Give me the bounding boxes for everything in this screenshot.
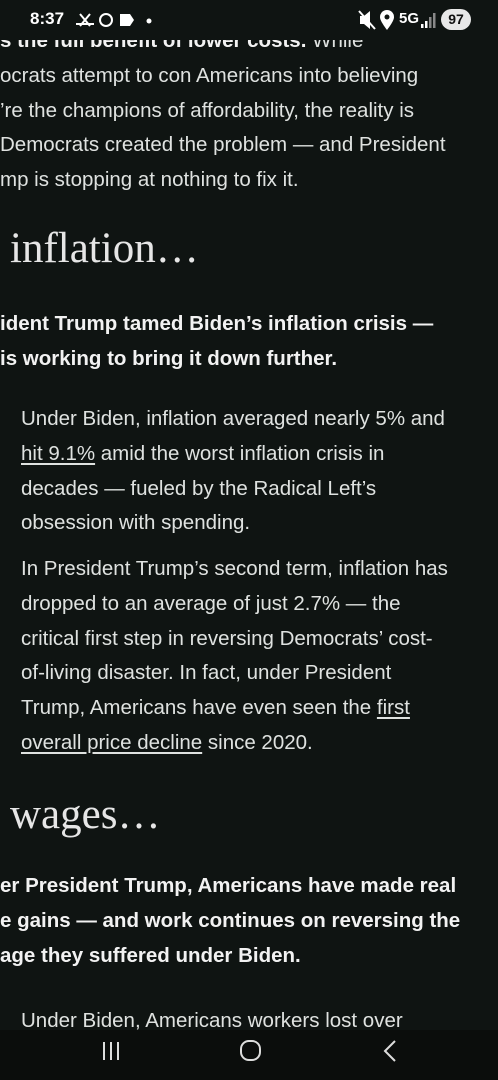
navigation-bar	[0, 1030, 498, 1080]
text-line: mp is stopping at nothing to fix it.	[0, 168, 299, 192]
text-line: e gains — and work continues on reversin…	[0, 908, 461, 932]
network-type: 5G	[399, 10, 420, 27]
text-line: er President Trump, Americans have made …	[0, 874, 457, 897]
text-line: age they suffered under Biden.	[0, 943, 301, 967]
text-line: critical first step in reversing Democra…	[21, 626, 433, 650]
bullet-paragraph: Under Biden, Americans workers lost over	[21, 1004, 498, 1039]
text-line: Under Biden, Americans workers lost over	[21, 1009, 403, 1032]
text-line: obsession with spending.	[21, 511, 251, 535]
home-button[interactable]	[240, 1040, 261, 1061]
link[interactable]: hit 9.1%	[21, 441, 96, 465]
system-icons	[358, 10, 394, 30]
battery: 97	[441, 9, 471, 30]
text-line: ocrats attempt to con Americans into bel…	[0, 63, 419, 87]
text-line: ’re the champions of affordability, the …	[0, 98, 415, 122]
section-summary: ident Trump tamed Biden’s inflation cris…	[0, 307, 498, 377]
text-line: overall price decline since 2020.	[21, 726, 498, 761]
text-line: is working to bring it down further.	[0, 346, 338, 370]
text-line: ident Trump tamed Biden’s inflation cris…	[0, 312, 434, 335]
text-segment: amid the worst inflation crisis in	[95, 441, 385, 465]
text-line: hit 9.1% amid the worst inflation crisis…	[21, 437, 498, 472]
notification-icons	[76, 13, 152, 27]
text-line: Under Biden, inflation averaged nearly 5…	[21, 407, 445, 430]
section-heading: wages…	[10, 791, 161, 838]
link[interactable]: first	[376, 696, 410, 720]
text-segment: since 2020.	[202, 730, 313, 754]
nav-buttons	[103, 1040, 396, 1062]
text-line: dropped to an average of just 2.7% — the	[21, 591, 401, 615]
intro-paragraph: s the full benefit of lower costs. While…	[0, 24, 498, 198]
text-line: Democrats created the problem — and Pres…	[0, 133, 446, 157]
text-line: of-living disaster. In fact, under Presi…	[21, 661, 392, 685]
section-summary: er President Trump, Americans have made …	[0, 869, 498, 973]
recents-button[interactable]	[103, 1042, 119, 1060]
section-heading: inflation…	[10, 225, 199, 272]
text-line: decades — fueled by the Radical Left’s	[21, 476, 377, 500]
text-line: Trump, Americans have even seen the firs…	[21, 691, 498, 726]
bullet-paragraph: In President Trump’s second term, inflat…	[21, 552, 498, 761]
link[interactable]: overall price decline	[21, 730, 203, 754]
clock: 8:37	[30, 9, 65, 28]
status-bar: 8:37 5G 97	[0, 0, 498, 40]
signal-icon	[421, 13, 436, 28]
text-segment: Trump, Americans have even seen the	[21, 696, 377, 720]
text-line: In President Trump’s second term, inflat…	[21, 557, 448, 580]
bullet-paragraph: Under Biden, inflation averaged nearly 5…	[21, 402, 498, 541]
back-button[interactable]	[383, 1040, 396, 1062]
